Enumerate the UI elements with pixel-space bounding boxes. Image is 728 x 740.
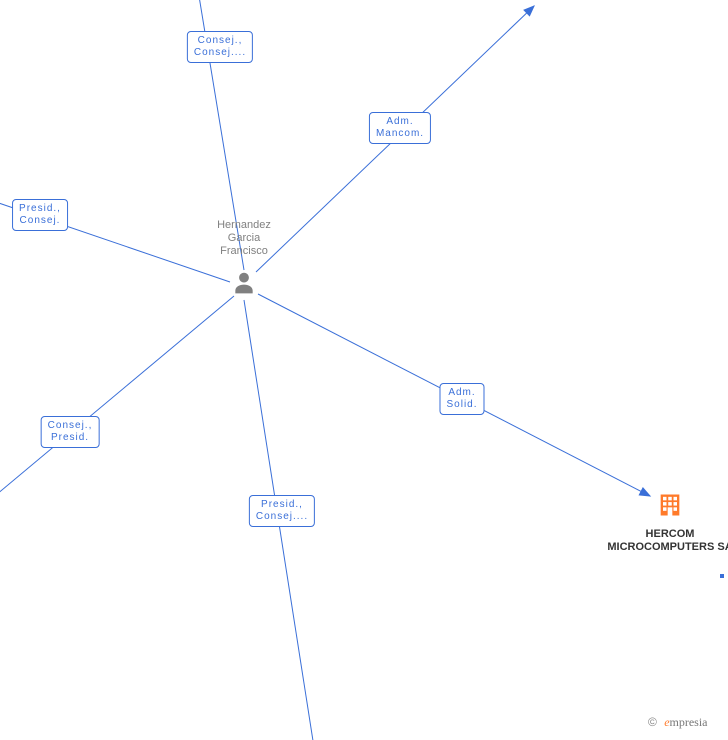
edge-e5: [0, 296, 234, 500]
edge-label-e5: Consej., Presid.: [41, 416, 100, 448]
company-node-label: HERCOM MICROCOMPUTERS SA: [607, 528, 728, 554]
marker-square: [720, 574, 724, 578]
edge-label-e6: Presid., Consej....: [249, 495, 315, 527]
edge-label-e3: Presid., Consej.: [12, 199, 68, 231]
edge-label-e1: Consej., Consej....: [187, 31, 253, 63]
arrowhead-e4: [639, 488, 650, 496]
edge-label-e4: Adm. Solid.: [439, 383, 484, 415]
brand-rest: mpresia: [670, 715, 708, 729]
diagram-canvas: [0, 0, 728, 740]
center-node-label: Hernandez Garcia Francisco: [217, 219, 271, 258]
footer-credit: © empresia: [648, 715, 708, 730]
arrowhead-e2: [524, 6, 534, 16]
edge-label-e2: Adm. Mancom.: [369, 112, 431, 144]
building-icon: [656, 491, 684, 524]
person-icon: [231, 270, 257, 301]
copyright-symbol: ©: [648, 715, 657, 729]
